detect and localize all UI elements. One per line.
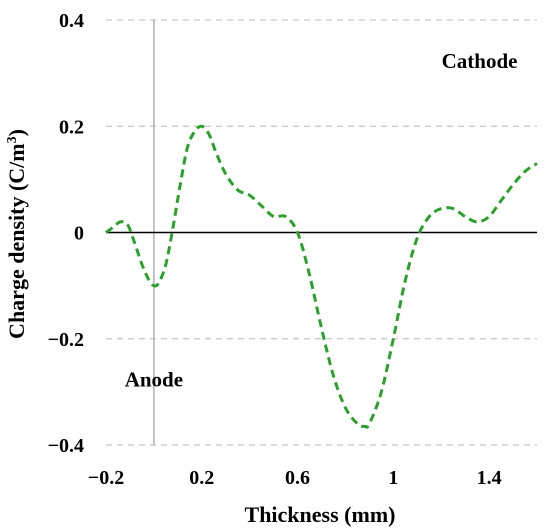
x-tick-label: 0.2 [189, 467, 214, 489]
y-tick-label: 0.2 [59, 116, 84, 138]
x-tick-label: 1.4 [477, 467, 502, 489]
y-tick-labels: 0.4 0.2 0 −0.2 −0.4 [48, 10, 84, 457]
x-tick-label: 1 [388, 467, 398, 489]
x-axis-title: Thickness (mm) [245, 502, 396, 527]
y-axis-title-superscript: 3 [5, 136, 20, 143]
y-tick-label: 0.4 [59, 10, 84, 32]
series-layer [105, 124, 538, 429]
annotation-anode: Anode [125, 368, 183, 392]
grid-lines [106, 19, 537, 446]
x-tick-labels: −0.2 0.2 0.6 1 1.4 [88, 467, 502, 489]
y-tick-label: 0 [74, 223, 84, 245]
annotations: Cathode Anode [125, 49, 518, 392]
annotation-cathode: Cathode [442, 49, 518, 73]
y-axis-title: Charge density (C/m3) [4, 129, 29, 339]
y-tick-label: −0.2 [48, 329, 84, 351]
series-line-0 [105, 124, 538, 429]
x-tick-label: 0.6 [285, 467, 310, 489]
y-tick-label: −0.4 [48, 435, 84, 457]
x-tick-label: −0.2 [88, 467, 124, 489]
y-axis-title-main: Charge density (C/m [4, 143, 29, 339]
y-axis-title-end: ) [4, 129, 29, 136]
